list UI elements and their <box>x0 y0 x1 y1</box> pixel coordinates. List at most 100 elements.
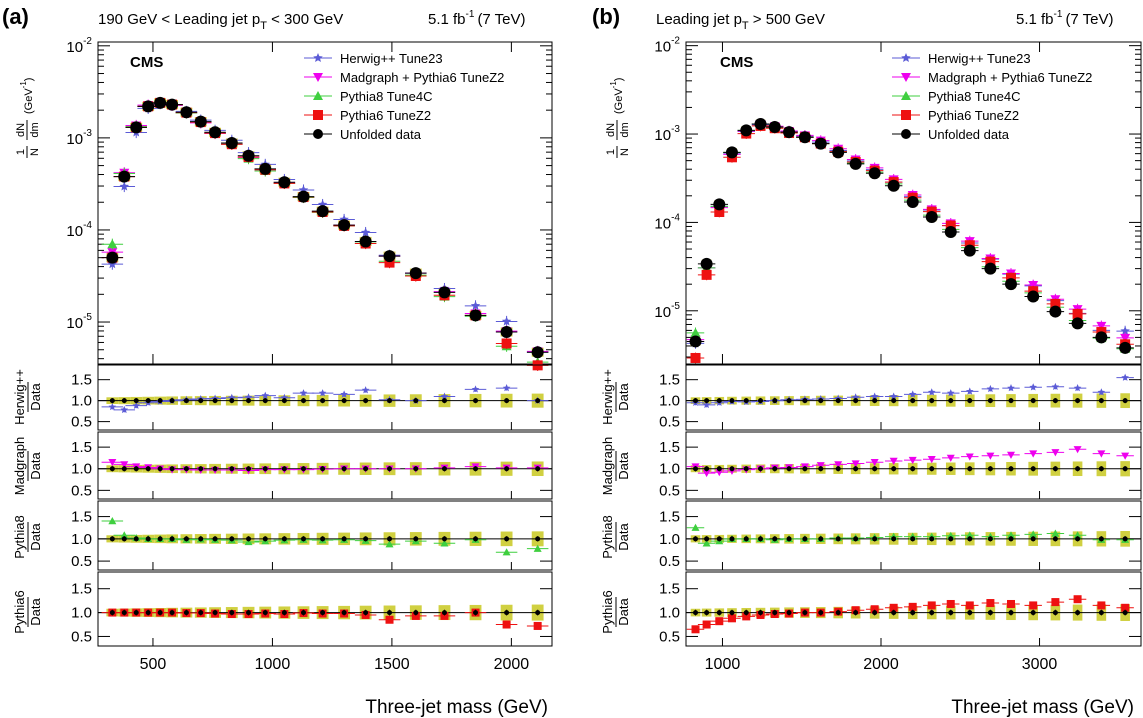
data-ratio-point <box>157 466 163 472</box>
data-ratio-point <box>1052 610 1058 616</box>
data-ratio-point <box>853 466 859 472</box>
madgraph-ratio-point <box>1029 450 1038 458</box>
pythia6-ratio-point <box>691 625 700 634</box>
ratio-panel-herwig: 1.5 1.0 0.5 <box>659 364 1142 431</box>
ratio-panel-pythia6: 1.5 1.0 0.5 <box>659 571 1142 647</box>
data-ratio-point <box>910 610 916 616</box>
madgraph-ratio-point <box>965 453 974 461</box>
legend-marker-pythia6 <box>901 110 911 120</box>
legend-label-pythia8: Pythia8 Tune4C <box>928 89 1021 104</box>
data-ratio-point <box>818 398 824 404</box>
data-ratio-point <box>1098 610 1104 616</box>
data-point <box>906 196 919 209</box>
legend-marker-madgraph <box>901 73 911 82</box>
data-point <box>832 146 845 159</box>
y-tick-label: 10-2 <box>654 36 680 56</box>
madgraph-ratio-point <box>1097 450 1106 458</box>
ratio-panel-pythia8: 1.5 1.0 0.5 <box>659 500 1142 571</box>
data-ratio-point <box>716 610 722 616</box>
data-ratio-point <box>716 536 722 542</box>
data-point <box>118 170 131 183</box>
ratio-tick-label: 0.5 <box>71 414 92 431</box>
data-ratio-point <box>169 466 175 472</box>
pythia8-point <box>690 327 701 337</box>
data-point <box>783 126 796 139</box>
data-point <box>713 198 726 211</box>
data-ratio-point <box>281 466 287 472</box>
pythia6-point <box>714 206 725 217</box>
data-ratio-point <box>473 398 479 404</box>
data-ratio-point <box>441 610 447 616</box>
data-ratio-point <box>987 610 993 616</box>
data-ratio-point <box>929 610 935 616</box>
pythia8-ratio-point <box>946 531 955 539</box>
data-ratio-point <box>987 398 993 404</box>
data-ratio-point <box>758 610 764 616</box>
herwig-ratio-point <box>870 392 879 400</box>
data-point <box>297 190 310 203</box>
madgraph-ratio-point <box>715 469 724 477</box>
data-ratio-point <box>246 610 252 616</box>
data-point <box>925 211 938 224</box>
data-ratio-point <box>183 466 189 472</box>
data-ratio-point <box>967 610 973 616</box>
madgraph-point <box>1028 281 1039 291</box>
data-ratio-point <box>281 610 287 616</box>
panel-b-ratio-labels: Herwig++ Data Madgraph Data Pythia8 Data… <box>600 369 631 634</box>
ratio-tick-label: 0.5 <box>659 553 680 570</box>
data-ratio-point <box>729 536 735 542</box>
data-ratio-point <box>1030 466 1036 472</box>
ratio-tick-label: 1.5 <box>71 581 92 598</box>
data-point <box>1027 290 1040 303</box>
pythia6-point <box>701 269 712 280</box>
data-ratio-point <box>133 466 139 472</box>
data-point <box>225 136 238 149</box>
data-ratio-point <box>473 610 479 616</box>
pythia8-ratio-point <box>533 544 542 552</box>
data-point <box>359 235 372 248</box>
madgraph-ratio-point <box>870 459 879 467</box>
data-ratio-point <box>772 536 778 542</box>
madgraph-ratio-point <box>986 452 995 460</box>
data-ratio-point <box>835 398 841 404</box>
data-ratio-point <box>872 610 878 616</box>
data-ratio-point <box>891 536 897 542</box>
herwig-ratio-point <box>361 386 370 394</box>
data-point <box>798 131 811 144</box>
ratio-frame <box>97 364 553 431</box>
pythia6-ratio-point <box>946 599 955 608</box>
pythia6-ratio-point <box>411 611 420 620</box>
herwig-ratio-point <box>299 389 308 397</box>
legend-marker-madgraph <box>313 73 323 82</box>
pythia8-ratio-point <box>702 539 711 547</box>
data-ratio-point <box>1008 610 1014 616</box>
legend-label-herwig: Herwig++ Tune23 <box>928 51 1031 66</box>
pythia8-ratio-point <box>502 548 511 556</box>
data-ratio-point <box>948 536 954 542</box>
madgraph-ratio-point <box>889 457 898 465</box>
ratio-label-pythia6-b: Pythia6 <box>600 590 615 633</box>
data-ratio-point <box>504 398 510 404</box>
data-ratio-point <box>198 466 204 472</box>
herwig-point <box>119 181 130 191</box>
pythia6-ratio-point <box>927 601 936 610</box>
data-ratio-point <box>891 610 897 616</box>
y-tick-label: 10-4 <box>66 220 92 240</box>
data-ratio-point <box>504 466 510 472</box>
data-ratio-point <box>693 536 699 542</box>
data-ratio-point <box>1052 466 1058 472</box>
data-ratio-point <box>262 536 268 542</box>
data-ratio-point <box>535 466 541 472</box>
data-point <box>725 146 738 159</box>
pythia8-ratio-point <box>1073 531 1082 539</box>
svg-text:(GeV-1): (GeV-1) <box>609 78 625 114</box>
data-ratio-point <box>929 466 935 472</box>
data-ratio-point <box>729 398 735 404</box>
pythia6-ratio-point <box>908 602 917 611</box>
data-ratio-point <box>1052 536 1058 542</box>
legend-marker-pythia8 <box>901 91 911 100</box>
panel-b-lumi: 5.1 fb-1 (7 TeV) <box>1016 9 1114 28</box>
data-ratio-point <box>835 466 841 472</box>
svg-text:dm: dm <box>29 122 41 137</box>
madgraph-ratio-point <box>1121 452 1130 460</box>
